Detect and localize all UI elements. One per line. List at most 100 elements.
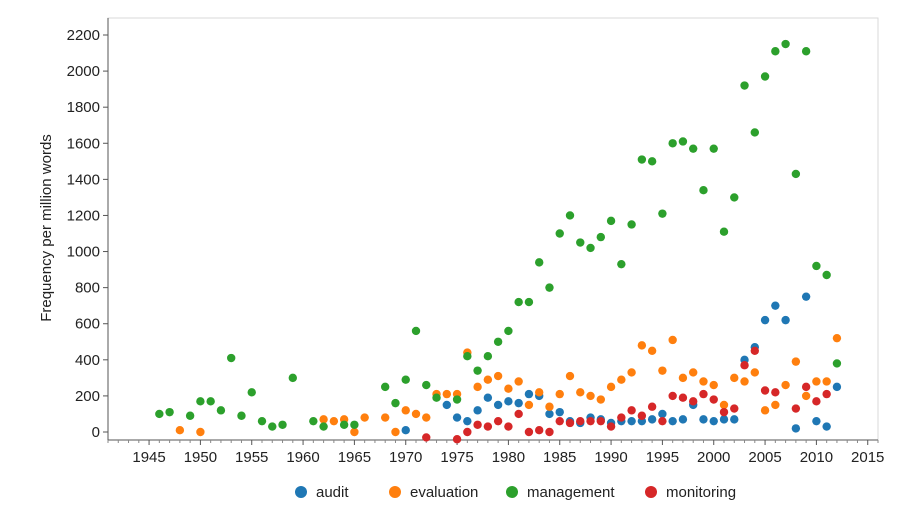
management-point: [565, 211, 575, 220]
management-point: [257, 416, 267, 426]
legend-label: monitoring: [666, 484, 736, 501]
evaluation-point: [617, 375, 626, 384]
series-monitoring: [422, 346, 831, 444]
audit-point: [463, 416, 472, 426]
management-point: [268, 422, 277, 431]
audit-point: [801, 292, 811, 301]
legend-item-management: management: [506, 484, 615, 501]
audit-point: [473, 406, 482, 415]
audit-point: [627, 416, 636, 426]
management-point: [185, 411, 195, 420]
management-point: [576, 238, 585, 247]
management-point: [411, 326, 421, 336]
monitoring-point: [627, 406, 636, 415]
evaluation-point: [596, 395, 605, 404]
audit-point: [781, 315, 790, 325]
audit-point: [832, 382, 842, 392]
evaluation-point: [586, 391, 595, 401]
monitoring-point: [689, 397, 698, 406]
management-point: [771, 47, 780, 56]
legend-item-evaluation: evaluation: [389, 484, 478, 501]
monitoring-point: [822, 389, 831, 399]
monitoring-point: [658, 416, 667, 426]
audit-point: [483, 393, 493, 402]
management-point: [658, 209, 667, 218]
evaluation-point: [514, 377, 523, 386]
evaluation-point: [319, 415, 328, 424]
evaluation-point: [668, 335, 677, 345]
management-point: [422, 380, 431, 390]
evaluation-point: [647, 346, 657, 355]
monitoring-point: [709, 395, 718, 404]
management-point: [524, 297, 534, 307]
audit-point: [545, 409, 554, 419]
monitoring-point: [483, 422, 493, 431]
audit-point: [658, 409, 667, 419]
management-point: [309, 416, 318, 426]
y-tick-label: 2000: [67, 63, 100, 80]
audit-point: [524, 389, 534, 399]
audit-point: [760, 315, 770, 325]
evaluation-point: [576, 388, 585, 397]
monitoring-point: [555, 416, 564, 426]
management-point: [319, 422, 328, 431]
evaluation-point: [535, 388, 544, 397]
legend-item-audit: audit: [295, 484, 349, 501]
y-tick-label: 2200: [67, 27, 100, 44]
evaluation-point: [411, 409, 421, 419]
management-point: [545, 283, 554, 292]
management-point: [339, 420, 349, 429]
management-point: [832, 359, 842, 368]
evaluation-point: [689, 368, 698, 377]
management-point: [278, 420, 287, 429]
management-point: [227, 353, 236, 363]
monitoring-point: [678, 393, 688, 402]
management-point: [247, 388, 256, 397]
evaluation-point: [442, 389, 451, 399]
x-tick-label: 1985: [543, 449, 576, 466]
evaluation-point: [524, 400, 534, 410]
monitoring-point: [637, 411, 647, 420]
evaluation-point: [719, 400, 729, 410]
management-point: [617, 259, 626, 269]
y-tick-label: 200: [75, 388, 100, 405]
monitoring-point: [617, 413, 626, 422]
monitoring-point: [668, 391, 677, 401]
management-point: [740, 81, 749, 90]
audit-point: [555, 407, 564, 417]
legend-label: audit: [316, 484, 349, 501]
monitoring-point: [504, 422, 513, 431]
legend-marker: [295, 486, 307, 498]
monitoring-point: [719, 407, 729, 417]
management-point: [535, 258, 544, 267]
audit-point: [812, 416, 821, 426]
x-tick-label: 2010: [800, 449, 833, 466]
monitoring-point: [812, 397, 821, 406]
legend: audit evaluation management monitoring: [295, 484, 736, 501]
evaluation-point: [750, 368, 759, 377]
monitoring-point: [514, 409, 523, 419]
evaluation-point: [555, 389, 564, 399]
x-tick-label: 1945: [132, 449, 165, 466]
x-tick-label: 1950: [184, 449, 217, 466]
evaluation-point: [360, 413, 369, 422]
management-point: [678, 137, 688, 146]
management-point: [760, 72, 770, 81]
monitoring-point: [576, 416, 585, 426]
monitoring-point: [493, 416, 503, 426]
management-point: [719, 227, 729, 236]
monitoring-point: [452, 435, 462, 444]
audit-point: [699, 415, 708, 424]
evaluation-point: [760, 406, 770, 415]
data-points: [155, 39, 842, 444]
audit-point: [442, 400, 451, 410]
monitoring-point: [473, 420, 482, 429]
management-point: [689, 144, 698, 153]
legend-marker: [389, 486, 401, 498]
management-point: [555, 229, 564, 238]
monitoring-point: [791, 404, 801, 413]
audit-point: [514, 398, 523, 408]
evaluation-point: [606, 382, 616, 392]
monitoring-point: [596, 416, 605, 426]
legend-item-monitoring: monitoring: [645, 484, 736, 501]
